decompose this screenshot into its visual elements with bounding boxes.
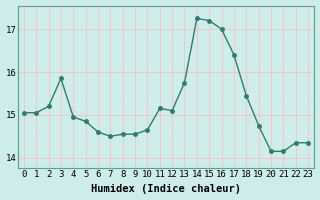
X-axis label: Humidex (Indice chaleur): Humidex (Indice chaleur) (91, 184, 241, 194)
